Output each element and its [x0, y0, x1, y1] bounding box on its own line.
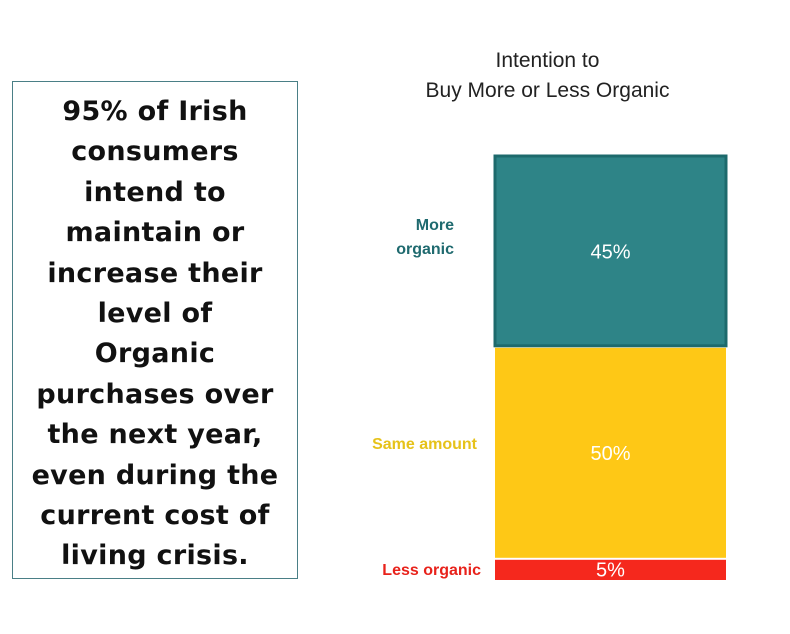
- summary-text-line: even during the: [31, 459, 279, 491]
- summary-text-line: consumers: [71, 136, 239, 168]
- summary-text-line: increase their: [47, 257, 263, 289]
- category-label: organic: [396, 241, 454, 258]
- summary-text-line: maintain or: [65, 217, 245, 249]
- chart-title: Intention to Buy More or Less Organic: [360, 46, 735, 106]
- summary-text-line: current cost of: [40, 500, 270, 532]
- summary-text-line: living crisis.: [61, 540, 249, 572]
- category-label: Same amount: [372, 436, 478, 453]
- summary-text-line: purchases over: [36, 378, 274, 410]
- summary-text-line: intend to: [84, 176, 226, 208]
- category-label: More: [416, 217, 454, 234]
- summary-text-line: the next year,: [47, 419, 263, 451]
- chart-title-line-2: Buy More or Less Organic: [425, 79, 670, 102]
- summary-text-line: level of: [97, 298, 213, 330]
- summary-callout-box: 95% of Irish consumers intend to maintain o…: [12, 81, 298, 579]
- data-label: 45%: [590, 241, 630, 263]
- category-label: Less organic: [382, 562, 481, 579]
- chart-title-line-1: Intention to: [495, 49, 600, 72]
- summary-text-line: 95% of Irish: [62, 96, 248, 127]
- bar-segment-less-organic: [495, 559, 726, 580]
- summary-text: 95% of Irish consumers intend to maintain o…: [13, 92, 297, 577]
- data-label: 50%: [590, 443, 630, 465]
- data-label: 5%: [596, 559, 625, 581]
- bar-segment-same-amount: [495, 347, 726, 558]
- summary-text-line: Organic: [94, 338, 216, 370]
- bar-segment-more-organic: [493, 154, 728, 348]
